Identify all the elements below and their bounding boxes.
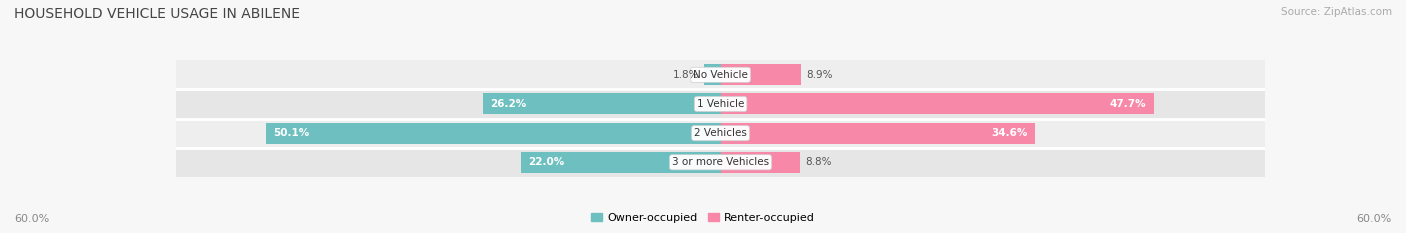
Text: 8.9%: 8.9%	[806, 70, 832, 80]
Text: 34.6%: 34.6%	[991, 128, 1028, 138]
Text: 60.0%: 60.0%	[1357, 214, 1392, 224]
Text: HOUSEHOLD VEHICLE USAGE IN ABILENE: HOUSEHOLD VEHICLE USAGE IN ABILENE	[14, 7, 299, 21]
Bar	[266, 123, 721, 144]
Bar	[704, 64, 721, 85]
Bar	[176, 89, 1265, 119]
Bar	[176, 148, 1265, 177]
Bar	[721, 152, 800, 173]
Text: Source: ZipAtlas.com: Source: ZipAtlas.com	[1281, 7, 1392, 17]
Bar	[520, 152, 721, 173]
Text: 3 or more Vehicles: 3 or more Vehicles	[672, 157, 769, 167]
Text: 2 Vehicles: 2 Vehicles	[695, 128, 747, 138]
Bar	[482, 93, 721, 114]
Text: 26.2%: 26.2%	[489, 99, 526, 109]
Bar	[721, 93, 1154, 114]
Text: 50.1%: 50.1%	[273, 128, 309, 138]
Text: 60.0%: 60.0%	[14, 214, 49, 224]
Bar	[721, 123, 1035, 144]
Text: 1.8%: 1.8%	[673, 70, 700, 80]
Text: 1 Vehicle: 1 Vehicle	[697, 99, 744, 109]
Text: 8.8%: 8.8%	[806, 157, 831, 167]
Bar	[721, 64, 801, 85]
Bar	[176, 119, 1265, 148]
Text: 47.7%: 47.7%	[1109, 99, 1146, 109]
Bar	[176, 60, 1265, 89]
Legend: Owner-occupied, Renter-occupied: Owner-occupied, Renter-occupied	[586, 209, 820, 227]
Text: 22.0%: 22.0%	[529, 157, 564, 167]
Text: No Vehicle: No Vehicle	[693, 70, 748, 80]
